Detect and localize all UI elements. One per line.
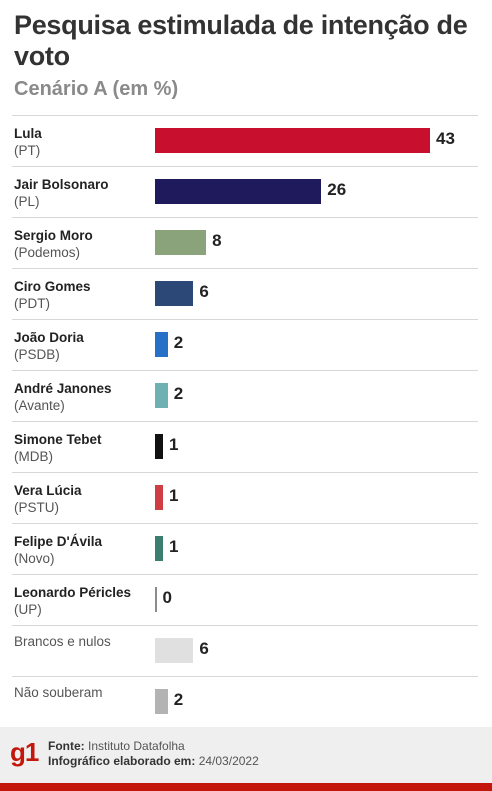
- party-label: (PSTU): [14, 500, 59, 515]
- candidate-name: Jair Bolsonaro: [14, 177, 109, 192]
- chart-row: Não souberam 2: [12, 676, 478, 727]
- chart-row: André Janones (Avante) 2: [12, 370, 478, 421]
- candidate-name: Vera Lúcia: [14, 483, 82, 498]
- value-label: 6: [199, 639, 209, 658]
- value-label: 1: [169, 435, 179, 454]
- chart-row: Jair Bolsonaro (PL) 26: [12, 166, 478, 217]
- value-label: 0: [162, 588, 172, 607]
- source-line: Fonte: Instituto Datafolha: [48, 739, 185, 753]
- party-label: (Avante): [14, 398, 65, 413]
- footer: g1 Fonte: Instituto Datafolha Infográfic…: [0, 727, 492, 783]
- bar: [155, 179, 322, 204]
- candidate-name: João Doria: [14, 330, 84, 345]
- value-label: 1: [169, 486, 179, 505]
- value-label: 2: [173, 690, 184, 709]
- value-label: 43: [436, 129, 455, 148]
- candidate-name: André Janones: [14, 381, 112, 396]
- bar: [155, 281, 194, 306]
- chart-row: Felipe D'Ávila (Novo) 1: [12, 523, 478, 574]
- bar: [155, 128, 430, 153]
- party-label: (PDT): [14, 296, 50, 311]
- candidate-name: Leonardo Péricles: [14, 585, 132, 600]
- date-line: Infográfico elaborado em: 24/03/2022: [48, 754, 259, 768]
- bar: [155, 536, 163, 561]
- bar: [155, 689, 168, 714]
- source-value: Instituto Datafolha: [88, 739, 185, 753]
- bar: [155, 230, 207, 255]
- candidate-name: Simone Tebet: [14, 432, 102, 447]
- candidate-name: Sergio Moro: [14, 228, 93, 243]
- category-label: Não souberam: [14, 685, 103, 700]
- value-label: 2: [173, 384, 184, 403]
- value-label: 1: [169, 537, 179, 556]
- chart-row: Vera Lúcia (PSTU) 1: [12, 472, 478, 523]
- bar: [155, 485, 163, 510]
- party-label: (UP): [14, 602, 42, 617]
- chart-row: João Doria (PSDB) 2: [12, 319, 478, 370]
- bar: [155, 332, 168, 357]
- party-label: (PT): [14, 143, 41, 158]
- party-label: (PSDB): [14, 347, 60, 362]
- chart-row: Sergio Moro (Podemos) 8: [12, 217, 478, 268]
- g1-logo: g1: [10, 737, 39, 767]
- candidate-name: Felipe D'Ávila: [14, 534, 102, 549]
- chart-row: Lula (PT) 43: [12, 115, 478, 166]
- chart-row: Leonardo Péricles (UP) 0: [12, 574, 478, 625]
- value-label: 26: [327, 180, 347, 199]
- chart-row: Brancos e nulos 6: [12, 625, 478, 676]
- chart-subtitle: Cenário A (em %): [14, 78, 179, 100]
- bar: [155, 638, 194, 663]
- chart-title: Pesquisa estimulada de intenção de voto: [14, 10, 468, 71]
- footer-accent-line: [0, 783, 492, 791]
- category-label: Brancos e nulos: [14, 634, 111, 649]
- bar: [155, 383, 168, 408]
- value-label: 6: [199, 282, 209, 301]
- party-label: (Podemos): [14, 245, 81, 260]
- candidate-name: Ciro Gomes: [14, 279, 91, 294]
- date-label: Infográfico elaborado em:: [48, 754, 196, 768]
- bar-chart: Lula (PT) 43 Jair Bolsonaro (PL) 26 Sergio Mor…: [0, 115, 492, 727]
- value-label: 2: [173, 333, 184, 352]
- bar: [155, 434, 163, 459]
- bar: [155, 587, 157, 612]
- date-value: 24/03/2022: [198, 754, 259, 768]
- candidate-name: Lula: [14, 126, 42, 141]
- party-label: (MDB): [14, 449, 53, 464]
- party-label: (PL): [14, 194, 40, 209]
- chart-row: Simone Tebet (MDB) 1: [12, 421, 478, 472]
- party-label: (Novo): [14, 551, 55, 566]
- chart-row: Ciro Gomes (PDT) 6: [12, 268, 478, 319]
- source-label: Fonte:: [48, 739, 85, 753]
- value-label: 8: [212, 231, 222, 250]
